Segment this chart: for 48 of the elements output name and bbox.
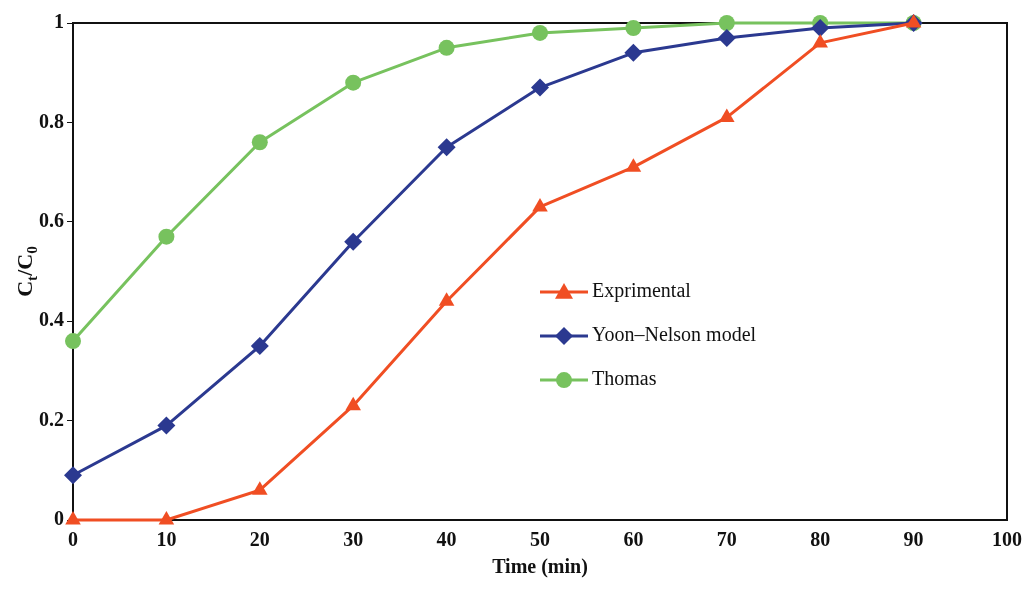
point: [345, 74, 362, 91]
point: [250, 337, 269, 356]
point: [64, 466, 82, 485]
y-tick-label: 0.2: [39, 407, 64, 430]
point: [158, 228, 175, 245]
point: [812, 33, 828, 48]
x-tick-label: 60: [623, 528, 644, 551]
x-tick-label: 70: [716, 528, 737, 551]
point: [718, 15, 735, 31]
x-axis-title: Time (min): [492, 555, 588, 579]
point: [719, 108, 735, 122]
x-tick-label: 20: [249, 528, 270, 551]
y-tick-label: 1: [54, 10, 64, 33]
x-tick-label: 30: [343, 528, 364, 551]
y-tick-label: 0.6: [39, 208, 64, 231]
point: [624, 43, 643, 62]
point: [811, 18, 830, 37]
x-tick-label: 0: [68, 528, 78, 551]
y-tick-label: 0.8: [39, 109, 64, 132]
point: [157, 416, 176, 435]
point: [532, 24, 548, 41]
x-tick-label: 90: [903, 528, 924, 551]
point: [625, 158, 642, 172]
legend-label: Exprimental: [592, 279, 692, 303]
point: [531, 78, 549, 97]
point: [532, 197, 548, 212]
x-tick-label: 80: [810, 528, 831, 551]
legend-label: Thomas: [592, 367, 657, 390]
point: [158, 511, 175, 525]
point: [717, 28, 736, 47]
legend-label: Yoon–Nelson model: [592, 323, 757, 346]
x-tick-label: 40: [436, 528, 457, 551]
point: [438, 292, 455, 306]
point: [252, 481, 268, 495]
point: [625, 19, 642, 36]
y-axis-title: Ct/C0: [11, 245, 40, 297]
x-tick-label: 10: [156, 528, 177, 551]
point: [65, 511, 81, 525]
point: [65, 333, 81, 350]
y-tick-label: 0: [54, 507, 64, 530]
x-tick-label: 100: [992, 528, 1022, 551]
point: [437, 138, 456, 157]
point: [438, 39, 455, 56]
point: [344, 232, 363, 251]
y-tick-label: 0.4: [39, 308, 64, 331]
point: [251, 134, 268, 151]
x-tick-label: 50: [530, 528, 550, 551]
point: [345, 396, 361, 411]
